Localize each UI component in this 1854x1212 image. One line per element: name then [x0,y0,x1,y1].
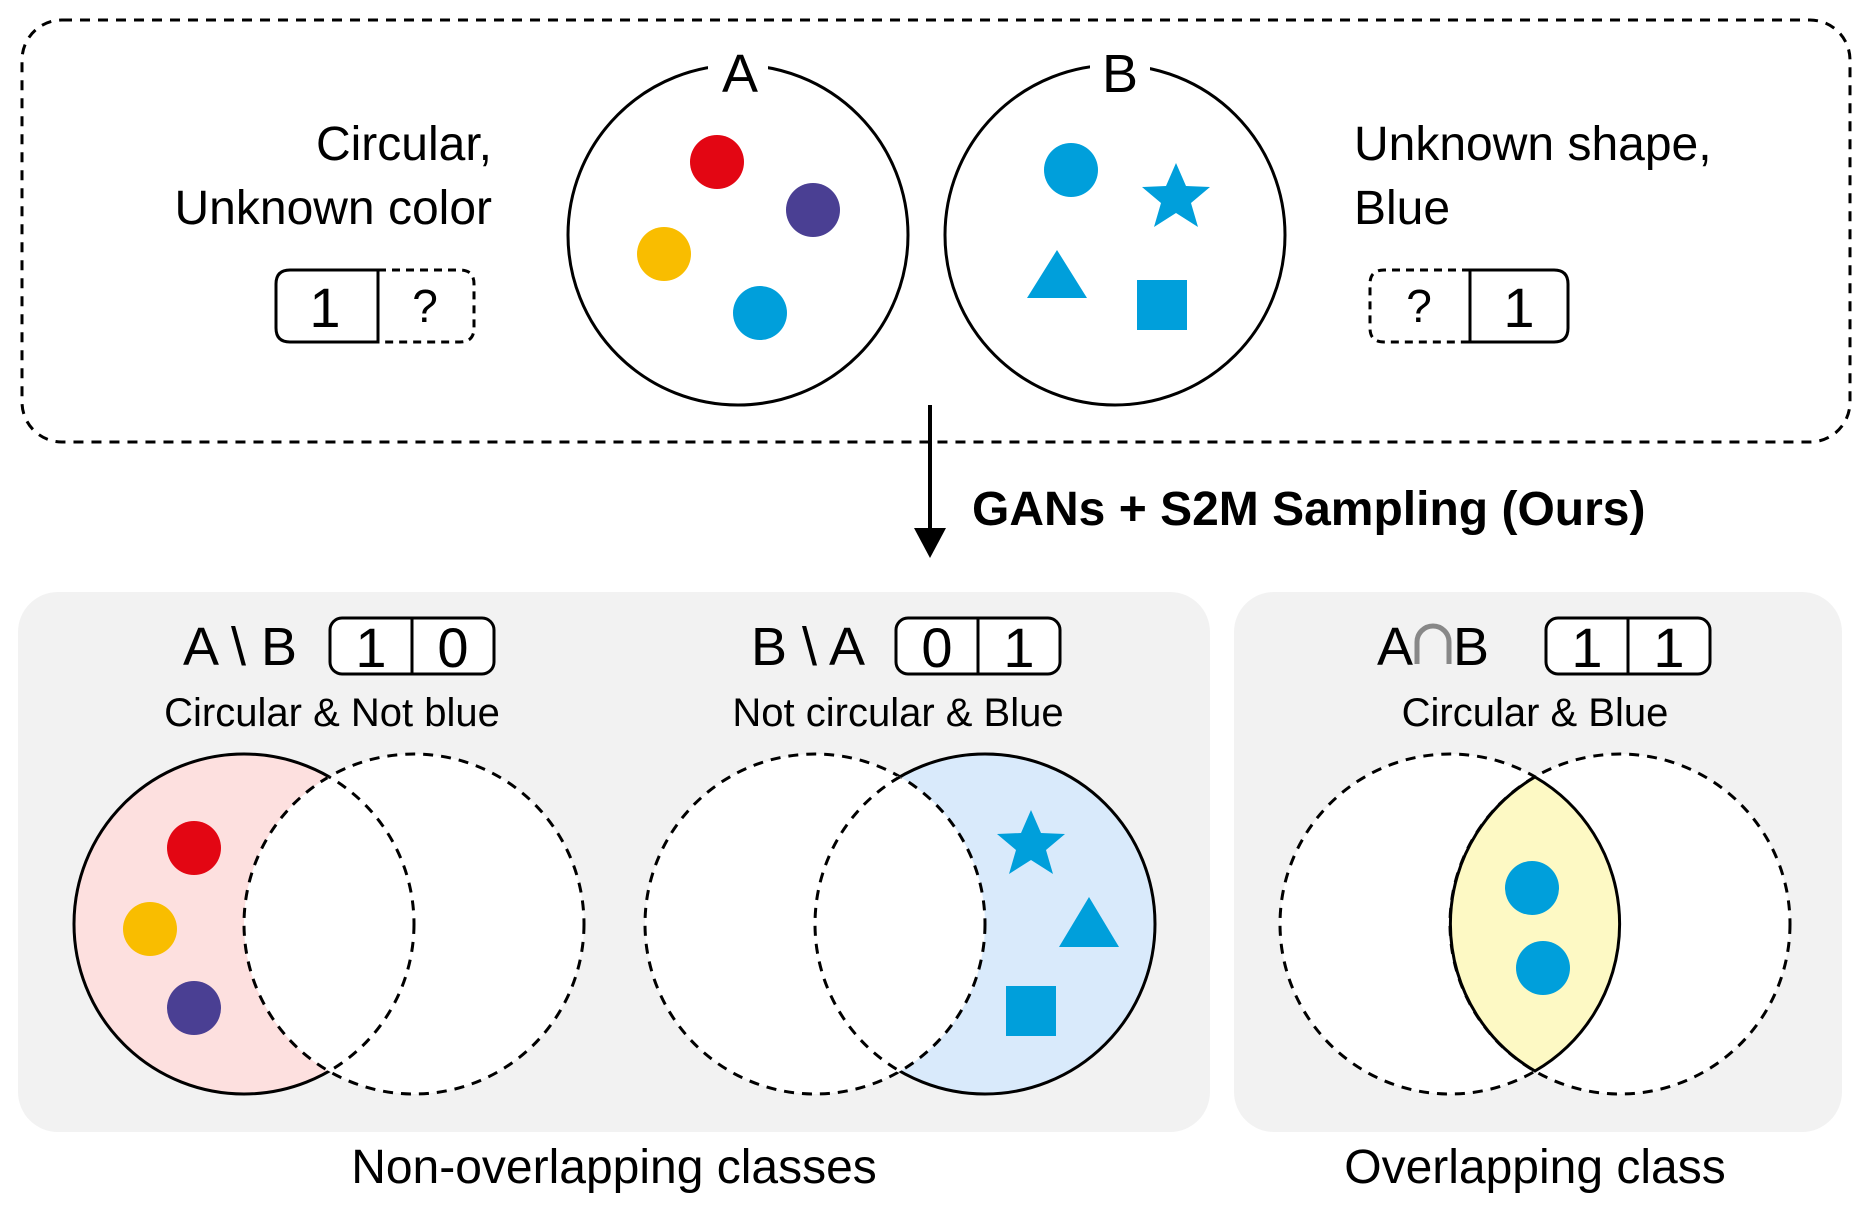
class-b-minus-a-code: 0 1 [894,616,1062,679]
left-description-line1: Circular, [316,118,492,171]
right-description-line2: Blue [1354,182,1450,235]
purple-circle-dot [786,183,840,237]
left-code-bit-1: 1 [309,276,340,339]
class-a-intersect-b-bit-1: 1 [1571,616,1602,679]
class-a-minus-b-code: 1 0 [328,616,496,679]
right-code-bit-2: 1 [1503,276,1534,339]
red-circle-dot [690,135,744,189]
class-a-intersect-b-title-b: B [1453,617,1489,677]
red-circle-dot [167,821,221,875]
class-a-minus-b-description: Circular & Not blue [164,691,500,735]
class-b-minus-a-bit-1: 0 [921,616,952,679]
blue-circle-dot [733,286,787,340]
blue-circle-shape [1044,143,1098,197]
yellow-circle-dot [123,902,177,956]
right-code-bit-1: ? [1406,280,1432,332]
purple-circle-dot [167,981,221,1035]
class-b-minus-a-bit-2: 1 [1003,616,1034,679]
blue-circle-dot [1516,941,1570,995]
venn2-circle-a [643,752,987,1096]
non-overlapping-caption: Non-overlapping classes [351,1141,877,1194]
set-a-circle [566,63,910,407]
class-a-intersect-b-code: 1 1 [1544,616,1712,679]
blue-star-shape [997,810,1065,874]
set-b-label: B [1102,44,1138,104]
down-arrow-head [914,528,946,558]
intersection-lens [1448,775,1622,1073]
right-label-code: ? 1 [1368,268,1570,344]
set-a-label: A [722,44,758,104]
left-label-code: 1 ? [274,268,476,344]
class-a-intersect-b-title-a: A [1377,617,1413,677]
blue-square-shape [1137,280,1187,330]
class-b-minus-a-title: B \ A [751,617,865,677]
class-a-intersect-b-description: Circular & Blue [1402,691,1669,735]
set-b-circle [943,63,1287,407]
blue-star-shape [1142,163,1210,227]
class-a-intersect-b-bit-2: 1 [1653,616,1684,679]
venn1-circle-b [242,752,586,1096]
blue-square-shape [1006,986,1056,1036]
blue-circle-dot [1505,861,1559,915]
blue-triangle-shape [1059,897,1119,947]
intersection-symbol [1414,623,1452,664]
input-panel-border [20,18,1852,444]
method-label: GANs + S2M Sampling (Ours) [972,483,1645,536]
class-a-minus-b-bit-1: 1 [355,616,386,679]
left-code-bit-2: ? [412,280,438,332]
class-a-minus-b-bit-2: 0 [437,616,468,679]
overlapping-caption: Overlapping class [1344,1141,1726,1194]
blue-triangle-shape [1027,250,1087,298]
class-a-intersect-b-title: A B [1377,617,1489,677]
right-description-line1: Unknown shape, [1354,118,1712,171]
left-description-line2: Unknown color [175,182,493,235]
yellow-circle-dot [637,227,691,281]
class-a-minus-b-title: A \ B [183,617,297,677]
class-b-minus-a-description: Not circular & Blue [732,691,1063,735]
